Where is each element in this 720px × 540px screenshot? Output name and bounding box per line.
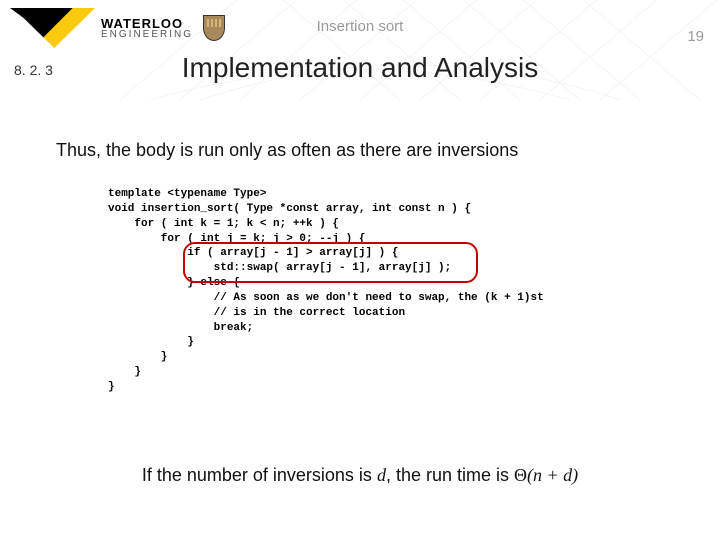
logo-text-top: WATERLOO	[101, 17, 193, 30]
code-line: for ( int k = 1; k < n; ++k ) {	[108, 218, 339, 230]
code-line: if ( array[j - 1] > array[j] ) {	[108, 247, 398, 259]
code-line: }	[108, 351, 167, 363]
paren-close: )	[572, 465, 578, 485]
crest-icon	[203, 15, 225, 41]
var-d2: d	[563, 465, 572, 485]
code-line: }	[108, 336, 194, 348]
logo-mark-icon	[10, 8, 95, 48]
code-line: for ( int j = k; j > 0; --j ) {	[108, 233, 365, 245]
conclusion-text: If the number of inversions is d, the ru…	[0, 465, 720, 486]
var-n: n	[533, 465, 542, 485]
code-line: }	[108, 381, 115, 393]
section-number: 8. 2. 3	[14, 62, 53, 78]
slide-body: Thus, the body is run only as often as t…	[56, 140, 680, 395]
theta-symbol: Θ	[514, 465, 527, 485]
plus: +	[542, 465, 563, 485]
lead-text: Thus, the body is run only as often as t…	[56, 140, 680, 161]
code-line: } else {	[108, 277, 240, 289]
code-block: template <typename Type> void insertion_…	[108, 187, 680, 395]
code-line: }	[108, 366, 141, 378]
code-line: // As soon as we don't need to swap, the…	[108, 292, 544, 304]
conclusion-mid: , the run time is	[386, 465, 514, 485]
conclusion-prefix: If the number of inversions is	[142, 465, 377, 485]
logo-text-bottom: ENGINEERING	[101, 30, 193, 40]
slide-title: Implementation and Analysis	[0, 52, 720, 84]
code-line: // is in the correct location	[108, 307, 405, 319]
code-line: break;	[108, 322, 253, 334]
code-line: template <typename Type>	[108, 188, 266, 200]
page-number: 19	[687, 28, 704, 45]
code-line: void insertion_sort( Type *const array, …	[108, 203, 471, 215]
waterloo-logo: WATERLOO ENGINEERING	[10, 8, 225, 48]
var-d: d	[377, 465, 386, 485]
code-line: std::swap( array[j - 1], array[j] );	[108, 262, 451, 274]
code-listing: template <typename Type> void insertion_…	[108, 187, 680, 395]
